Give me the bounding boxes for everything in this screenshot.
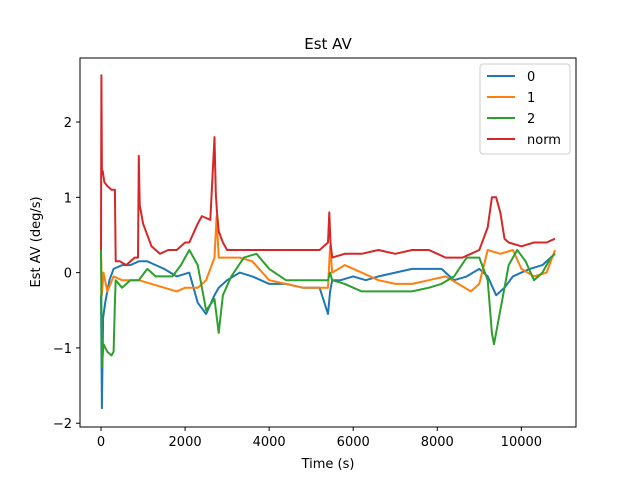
x-tick-label: 0 <box>97 435 105 450</box>
y-axis-label: Est AV (deg/s) <box>29 196 44 287</box>
legend: 0 1 2 norm <box>479 63 571 155</box>
y-tick-label: 0 <box>64 267 72 282</box>
series-layer <box>100 74 556 410</box>
legend-label-2: 2 <box>527 112 535 127</box>
series-line-1 <box>100 215 556 297</box>
x-axis-ticks: 0 2000 4000 6000 8000 10000 <box>97 427 542 450</box>
x-tick-label: 8000 <box>421 435 454 450</box>
x-tick-label: 6000 <box>337 435 370 450</box>
series-line-norm <box>100 74 556 267</box>
y-tick-label: 1 <box>64 191 72 206</box>
plot-area <box>79 57 577 428</box>
x-tick-label: 10000 <box>501 435 542 450</box>
legend-label-norm: norm <box>527 133 561 148</box>
legend-label-0: 0 <box>527 70 535 85</box>
series-line-2 <box>100 249 556 368</box>
x-tick-label: 2000 <box>169 435 202 450</box>
y-tick-label: −2 <box>53 417 72 432</box>
y-axis-ticks: −2 −1 0 1 2 <box>53 116 80 432</box>
y-tick-label: −1 <box>53 342 72 357</box>
legend-box <box>479 63 571 155</box>
axes-frame <box>79 57 577 428</box>
x-axis-label: Time (s) <box>301 457 355 472</box>
x-tick-label: 4000 <box>253 435 286 450</box>
chart-title: Est AV <box>304 35 352 53</box>
legend-entries: 0 1 2 norm <box>487 70 561 148</box>
y-tick-label: 2 <box>64 116 72 131</box>
legend-label-1: 1 <box>527 91 535 106</box>
